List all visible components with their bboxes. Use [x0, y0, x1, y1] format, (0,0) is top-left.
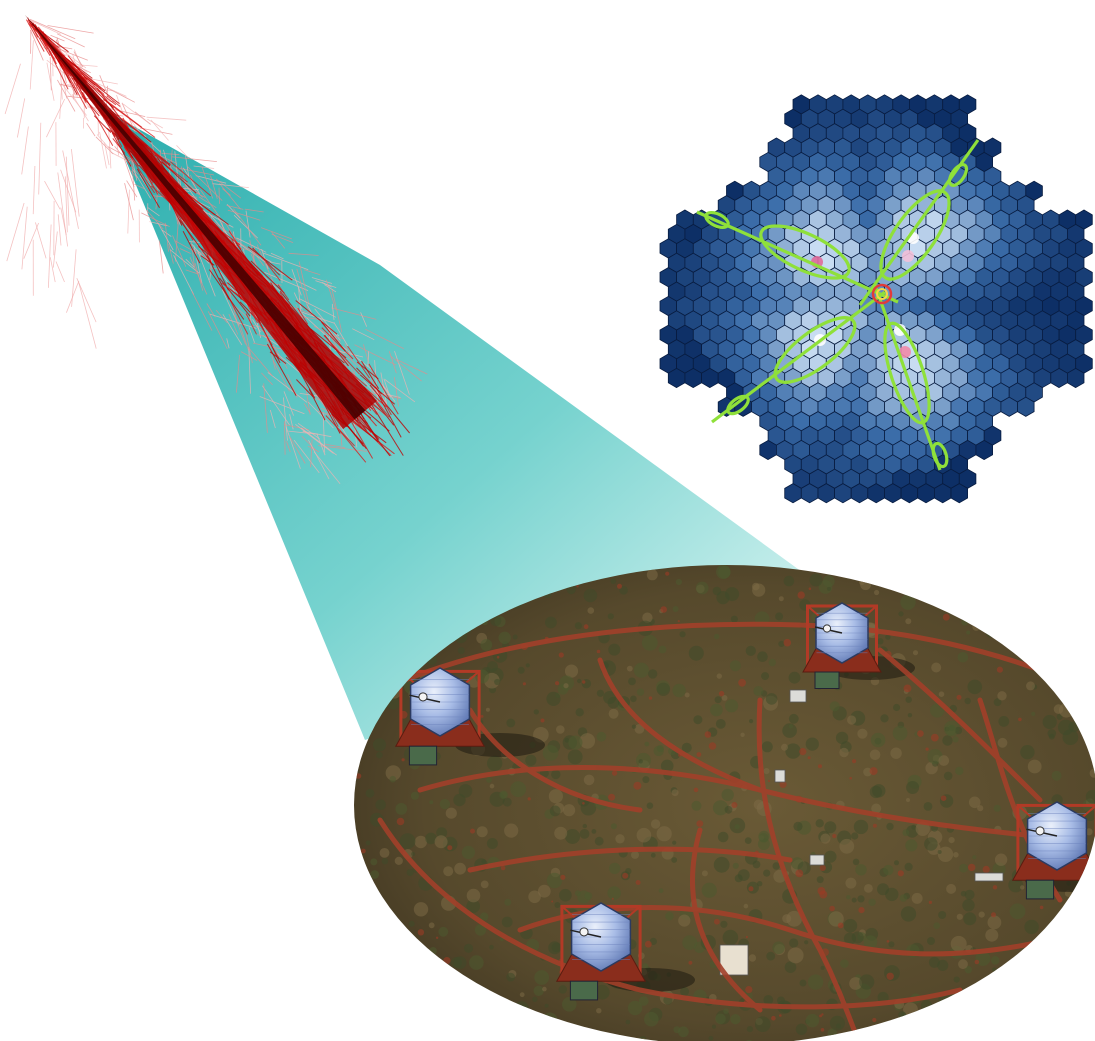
image-axis-4 — [873, 284, 942, 471]
outer-ellipse-3 — [726, 394, 750, 416]
telescope-array — [394, 602, 1095, 1001]
hillas-ellipse-2 — [879, 189, 951, 281]
air-shower-simulation — [4, 15, 428, 485]
hillas-ellipse-4 — [883, 321, 931, 425]
reconstructed-direction-marker — [871, 283, 893, 305]
telescope-4 — [555, 902, 647, 1001]
outer-ellipse-2 — [947, 162, 969, 188]
telescope-2 — [802, 602, 882, 689]
telescope-1 — [394, 667, 486, 766]
hillas-ellipses — [696, 139, 980, 471]
dirt-roads — [357, 621, 1093, 1041]
telescope-3 — [1011, 801, 1095, 900]
source-position-marker — [876, 288, 888, 300]
hillas-ellipse-1 — [759, 224, 851, 280]
hillas-ellipse-3 — [773, 316, 857, 384]
image-axis-3 — [711, 290, 886, 424]
outer-ellipse-4 — [931, 441, 949, 469]
outer-ellipse-1 — [704, 210, 730, 230]
image-axis-1 — [696, 210, 899, 304]
